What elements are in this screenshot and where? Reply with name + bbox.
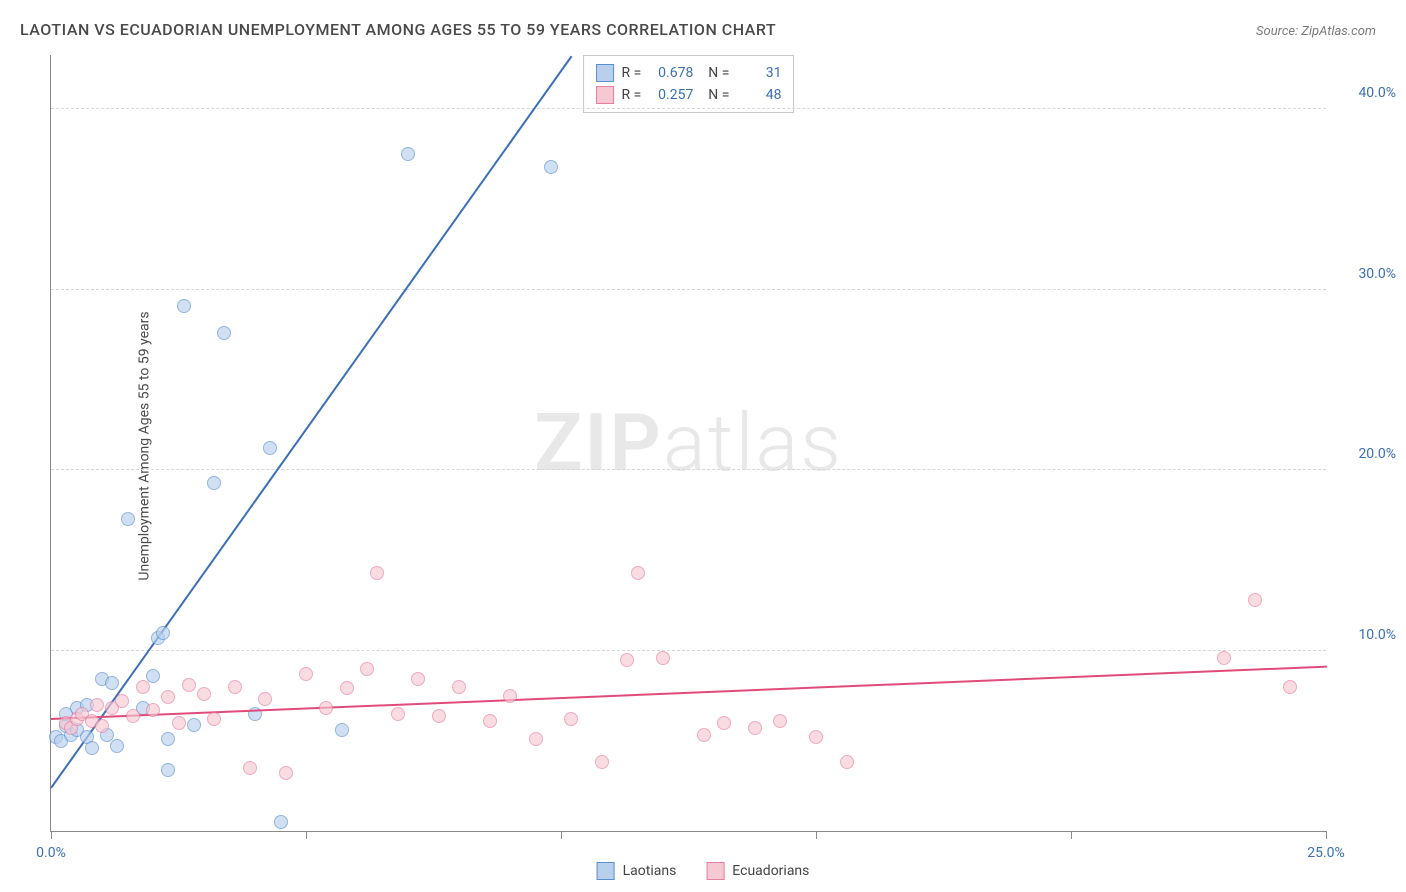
data-point [401, 147, 415, 161]
data-point [391, 707, 405, 721]
data-point [105, 676, 119, 690]
data-point [340, 681, 354, 695]
data-point [631, 566, 645, 580]
data-point [187, 718, 201, 732]
data-point [115, 694, 129, 708]
legend: Laotians Ecuadorians [597, 862, 810, 880]
legend-label-laotians: Laotians [623, 863, 677, 879]
data-point [452, 680, 466, 694]
stats-row-ecuadorians: R = 0.257 N = 48 [596, 84, 782, 106]
watermark: ZIPatlas [534, 396, 843, 490]
xtick [1326, 831, 1327, 839]
data-point [697, 728, 711, 742]
data-point [90, 698, 104, 712]
data-point [172, 716, 186, 730]
ytick-label: 40.0% [1336, 85, 1396, 101]
correlation-stats-box: R = 0.678 N = 31 R = 0.257 N = 48 [583, 55, 795, 113]
data-point [258, 692, 272, 706]
legend-item-laotians: Laotians [597, 862, 677, 880]
data-point [319, 701, 333, 715]
data-point [177, 299, 191, 313]
ytick-label: 20.0% [1336, 446, 1396, 462]
legend-swatch-laotians [597, 862, 615, 880]
gridline [51, 108, 1326, 109]
stats-row-laotians: R = 0.678 N = 31 [596, 62, 782, 84]
data-point [595, 755, 609, 769]
data-point [95, 719, 109, 733]
data-point [197, 687, 211, 701]
data-point [146, 703, 160, 717]
data-point [146, 669, 160, 683]
data-point [335, 723, 349, 737]
data-point [503, 689, 517, 703]
data-point [161, 732, 175, 746]
xtick [51, 831, 52, 839]
data-point [274, 815, 288, 829]
data-point [85, 741, 99, 755]
data-point [656, 651, 670, 665]
xtick [816, 831, 817, 839]
data-point [544, 160, 558, 174]
n-value-ecuadorians: 48 [737, 87, 781, 103]
data-point [161, 690, 175, 704]
ytick-label: 30.0% [1336, 266, 1396, 282]
data-point [217, 326, 231, 340]
data-point [370, 566, 384, 580]
data-point [840, 755, 854, 769]
data-point [228, 680, 242, 694]
data-point [483, 714, 497, 728]
data-point [1217, 651, 1231, 665]
data-point [773, 714, 787, 728]
xtick-label: 0.0% [36, 845, 66, 861]
data-point [529, 732, 543, 746]
gridline [51, 469, 1326, 470]
data-point [207, 712, 221, 726]
gridline [51, 650, 1326, 651]
data-point [279, 766, 293, 780]
trendline-ecuadorians [51, 666, 1327, 720]
legend-swatch-ecuadorians [706, 862, 724, 880]
data-point [299, 667, 313, 681]
xtick-label: 25.0% [1307, 845, 1345, 861]
chart-title: LAOTIAN VS ECUADORIAN UNEMPLOYMENT AMONG… [20, 20, 776, 39]
legend-label-ecuadorians: Ecuadorians [732, 863, 809, 879]
data-point [620, 653, 634, 667]
xtick [561, 831, 562, 839]
data-point [182, 678, 196, 692]
plot-area: ZIPatlas R = 0.678 N = 31 R = 0.257 N = … [50, 55, 1326, 832]
data-point [1248, 593, 1262, 607]
data-point [126, 709, 140, 723]
data-point [1283, 680, 1297, 694]
data-point [121, 512, 135, 526]
data-point [161, 763, 175, 777]
data-point [156, 626, 170, 640]
r-value-ecuadorians: 0.257 [649, 87, 693, 103]
n-value-laotians: 31 [737, 65, 781, 81]
data-point [243, 761, 257, 775]
data-point [717, 716, 731, 730]
legend-item-ecuadorians: Ecuadorians [706, 862, 809, 880]
data-point [809, 730, 823, 744]
data-point [360, 662, 374, 676]
xtick [1071, 831, 1072, 839]
data-point [411, 672, 425, 686]
swatch-ecuadorians [596, 86, 614, 104]
data-point [564, 712, 578, 726]
xtick [306, 831, 307, 839]
data-point [207, 476, 221, 490]
data-point [748, 721, 762, 735]
data-point [136, 680, 150, 694]
data-point [432, 709, 446, 723]
data-point [263, 441, 277, 455]
swatch-laotians [596, 64, 614, 82]
data-point [110, 739, 124, 753]
source-attribution: Source: ZipAtlas.com [1256, 24, 1376, 39]
ytick-label: 10.0% [1336, 627, 1396, 643]
gridline [51, 289, 1326, 290]
r-value-laotians: 0.678 [649, 65, 693, 81]
